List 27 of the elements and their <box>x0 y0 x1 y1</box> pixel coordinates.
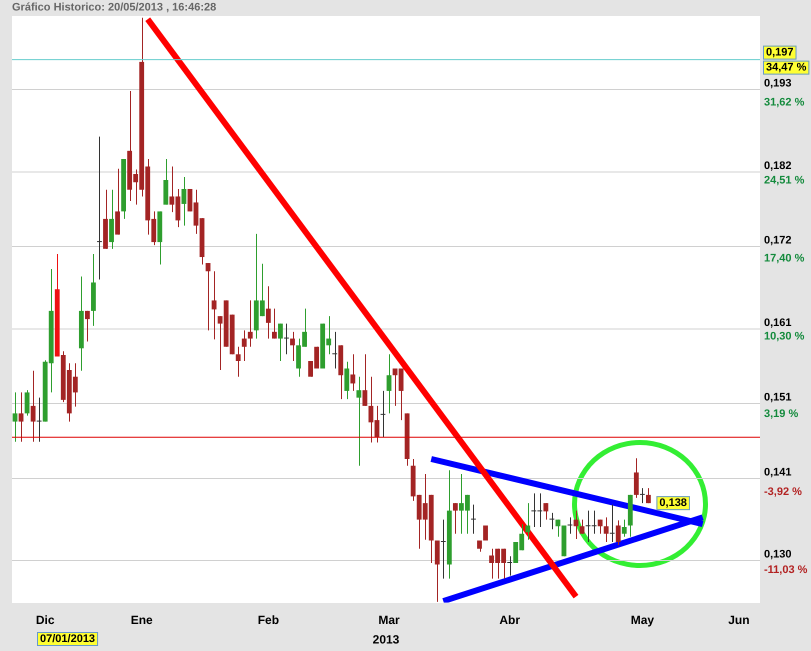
x-tick-label: Mar <box>378 613 400 628</box>
y2-tick-label: 17,40 % <box>764 252 805 264</box>
chart-title: Gráfico Historico: 20/05/2013 , 16:46:28 <box>12 2 216 14</box>
y-tick-label: 0,182 <box>764 160 792 172</box>
y-tick-label: 0,141 <box>764 466 792 478</box>
x-tick-label: Ene <box>130 613 154 628</box>
annotation: 0,138 <box>659 497 687 510</box>
x-tick-label: Abr <box>499 613 520 628</box>
y-tick-label: 0,130 <box>764 548 792 561</box>
text: 34,47 % <box>766 62 807 74</box>
text: 2013 <box>372 632 400 646</box>
y2-tick-label: -3,92 % <box>764 486 802 498</box>
y2-tick-label: -11,03 % <box>764 564 808 576</box>
x-tick-label: Dic <box>36 613 55 628</box>
y-tick-label: 0,172 <box>764 234 792 247</box>
ref-line-label: 0,197 <box>766 46 794 59</box>
x-tick-label: Feb <box>258 613 280 628</box>
text: 07/01/2013 <box>40 633 96 646</box>
y2-tick-label: 3,19 % <box>764 408 798 420</box>
y2-tick-label: 10,30 % <box>764 330 805 342</box>
x-tick-label: May <box>630 613 654 628</box>
x-tick-label: Jun <box>728 613 750 628</box>
y2-tick-label: 24,51 % <box>764 174 805 187</box>
y2-tick-label: 31,62 % <box>764 96 805 109</box>
y-tick-label: 0,161 <box>764 316 792 329</box>
y-tick-label: 0,151 <box>764 392 792 404</box>
y-tick-label: 0,193 <box>764 78 792 90</box>
